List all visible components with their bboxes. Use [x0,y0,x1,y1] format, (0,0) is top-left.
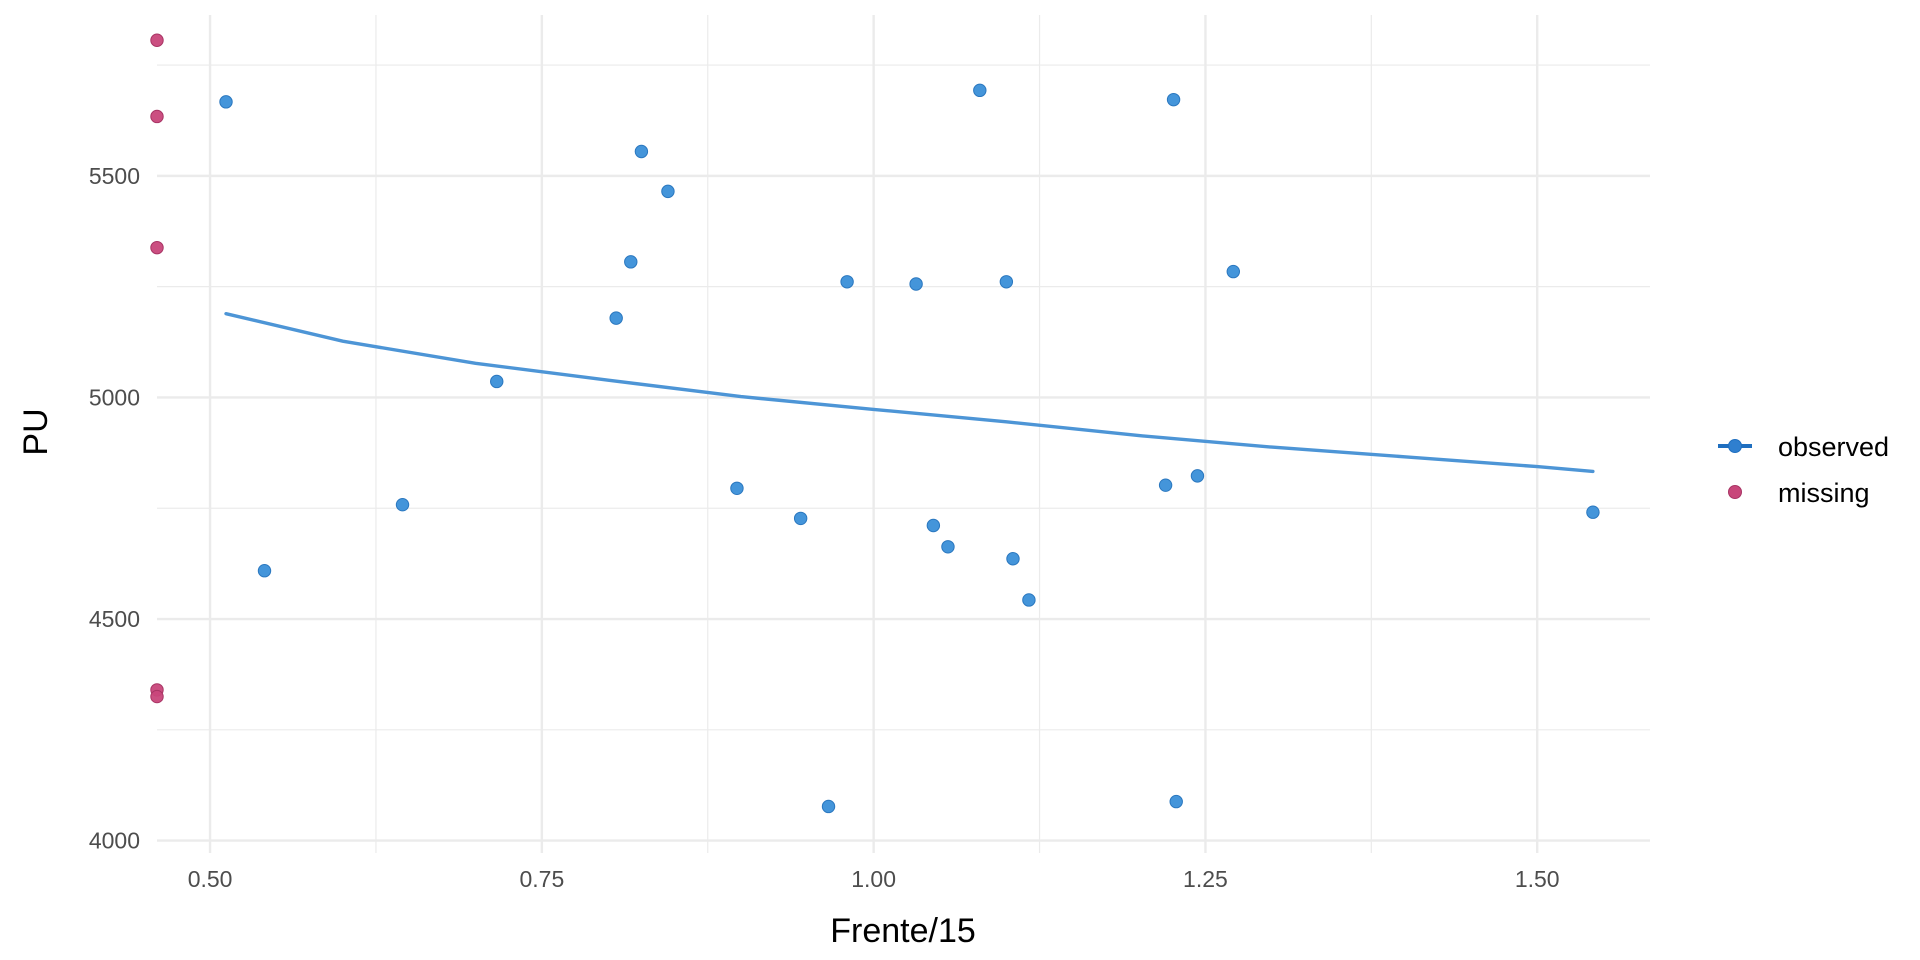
observed-point [395,497,410,512]
missing-point [150,33,164,47]
observed-point [624,255,638,269]
y-tick-labels: 4000 4500 5000 5500 [89,163,140,854]
observed-point [1022,593,1036,607]
missing-point [150,689,164,704]
legend: observed missing [1718,432,1889,508]
observed-point [821,799,836,814]
y-tick-label: 5500 [89,163,140,189]
observed-point [926,518,941,533]
observed-point [609,311,623,325]
x-tick-label: 0.75 [519,866,564,892]
points-layer [150,33,1600,814]
observed-point [661,184,675,199]
y-tick-label: 5000 [89,384,140,410]
legend-observed-point [1728,439,1742,453]
observed-point [634,144,649,159]
legend-label-observed: observed [1778,432,1889,462]
legend-missing-point [1728,485,1742,499]
major-gridlines [157,15,1650,853]
observed-point [941,540,955,554]
observed-point [973,83,987,98]
observed-point [909,277,923,291]
observed-point [1169,794,1183,809]
y-tick-label: 4500 [89,606,140,632]
x-axis-title: Frente/15 [830,912,976,950]
observed-point [257,564,272,578]
x-tick-label: 1.50 [1515,866,1560,892]
y-axis-title: PU [17,408,55,455]
missing-point [150,109,164,124]
observed-point [999,275,1014,289]
observed-point [1226,264,1240,279]
y-tick-label: 4000 [89,828,140,854]
observed-point [1190,469,1205,483]
observed-point [840,275,854,289]
observed-point [730,481,744,495]
x-tick-label: 1.00 [851,866,896,892]
x-tick-label: 1.25 [1183,866,1228,892]
observed-point [1586,505,1600,519]
observed-point [1166,92,1181,107]
observed-point [490,374,504,389]
observed-point [793,511,808,526]
minor-gridlines [157,15,1650,853]
trend-line-layer [224,312,1595,474]
legend-label-missing: missing [1778,478,1870,508]
x-tick-label: 0.50 [188,866,233,892]
observed-point [1158,478,1173,492]
observed-point [1006,552,1020,566]
x-tick-labels: 0.50 0.75 1.00 1.25 1.50 [188,866,1560,892]
missing-point [150,240,164,255]
trend-line [224,312,1595,474]
observed-point [219,95,233,109]
